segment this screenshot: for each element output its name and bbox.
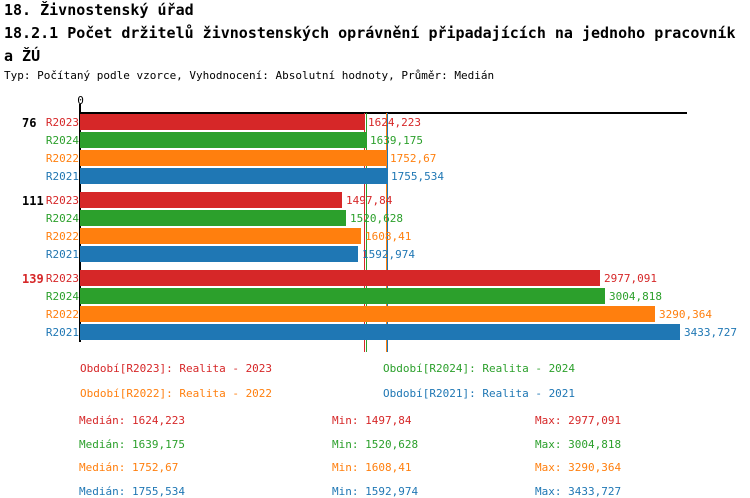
min-value: Min: 1520,628 bbox=[332, 438, 419, 451]
series-label-r2023: R2023 bbox=[45, 272, 79, 285]
median-value: Medián: 1639,175 bbox=[79, 438, 185, 451]
series-label-r2023: R2023 bbox=[45, 194, 79, 207]
series-label-r2021: R2021 bbox=[45, 248, 79, 261]
chart-meta-info: Typ: Počítaný podle vzorce, Vyhodnocení:… bbox=[4, 69, 495, 82]
min-value: Min: 1592,974 bbox=[332, 485, 419, 498]
bar-value-label: 2977,091 bbox=[604, 272, 657, 285]
series-label-r2023: R2023 bbox=[45, 116, 79, 129]
max-value: Max: 2977,091 bbox=[535, 414, 622, 427]
median-line-r2024 bbox=[366, 113, 367, 352]
median-value: Medián: 1752,67 bbox=[79, 461, 179, 474]
series-label-r2024: R2024 bbox=[45, 212, 79, 225]
bar-value-label: 1608,41 bbox=[365, 230, 412, 243]
series-label-r2024: R2024 bbox=[45, 134, 79, 147]
legend-item-r2023: Období[R2023]: Realita - 2023 bbox=[80, 362, 273, 375]
bar-r2022-group-76 bbox=[80, 150, 386, 166]
series-label-r2021: R2021 bbox=[45, 326, 79, 339]
series-label-r2022: R2022 bbox=[45, 308, 79, 321]
series-label-r2024: R2024 bbox=[45, 290, 79, 303]
bar-value-label: 1592,974 bbox=[362, 248, 415, 261]
bar-value-label: 1497,84 bbox=[346, 194, 393, 207]
x-axis-line bbox=[80, 112, 687, 114]
bar-value-label: 1520,628 bbox=[350, 212, 403, 225]
bar-r2022-group-139 bbox=[80, 306, 655, 322]
bar-r2024-group-111 bbox=[80, 210, 346, 226]
series-label-r2022: R2022 bbox=[45, 230, 79, 243]
min-value: Min: 1497,84 bbox=[332, 414, 412, 427]
bar-value-label: 3004,818 bbox=[609, 290, 662, 303]
legend-item-r2021: Období[R2021]: Realita - 2021 bbox=[383, 387, 576, 400]
series-label-r2021: R2021 bbox=[45, 170, 79, 183]
page-title: 18. Živnostenský úřad bbox=[4, 1, 194, 19]
series-label-r2022: R2022 bbox=[45, 152, 79, 165]
bar-r2021-group-76 bbox=[80, 168, 387, 184]
group-label-76: 76 bbox=[22, 116, 37, 130]
bar-r2021-group-111 bbox=[80, 246, 358, 262]
median-line-r2023 bbox=[364, 113, 365, 352]
bar-r2024-group-76 bbox=[80, 132, 366, 148]
bar-r2024-group-139 bbox=[80, 288, 605, 304]
max-value: Max: 3004,818 bbox=[535, 438, 622, 451]
legend-item-r2024: Období[R2024]: Realita - 2024 bbox=[383, 362, 576, 375]
bar-r2021-group-139 bbox=[80, 324, 680, 340]
group-label-139: 139 bbox=[22, 272, 44, 286]
bar-value-label: 1624,223 bbox=[368, 116, 421, 129]
median-line-r2021 bbox=[387, 113, 388, 352]
group-label-111: 111 bbox=[22, 194, 44, 208]
min-value: Min: 1608,41 bbox=[332, 461, 412, 474]
bar-r2023-group-111 bbox=[80, 192, 342, 208]
median-value: Medián: 1624,223 bbox=[79, 414, 185, 427]
page-subtitle-line2: a ŽÚ bbox=[4, 47, 41, 65]
bar-r2023-group-139 bbox=[80, 270, 600, 286]
bar-value-label: 3433,727 bbox=[684, 326, 737, 339]
legend-item-r2022: Období[R2022]: Realita - 2022 bbox=[80, 387, 273, 400]
median-value: Medián: 1755,534 bbox=[79, 485, 185, 498]
bar-value-label: 1639,175 bbox=[370, 134, 423, 147]
max-value: Max: 3433,727 bbox=[535, 485, 622, 498]
axis-zero-label: 0 bbox=[77, 94, 84, 107]
bar-value-label: 3290,364 bbox=[659, 308, 712, 321]
max-value: Max: 3290,364 bbox=[535, 461, 622, 474]
bar-value-label: 1752,67 bbox=[390, 152, 437, 165]
bar-r2023-group-76 bbox=[80, 114, 364, 130]
page-subtitle-line1: 18.2.1 Počet držitelů živnostenských opr… bbox=[4, 24, 736, 42]
median-line-r2022 bbox=[386, 113, 387, 352]
bar-value-label: 1755,534 bbox=[391, 170, 444, 183]
bar-chart: 0 76 R2023 1624,223 R2024 1639,175 R2022 1752,… bbox=[22, 94, 737, 352]
bar-r2022-group-111 bbox=[80, 228, 361, 244]
